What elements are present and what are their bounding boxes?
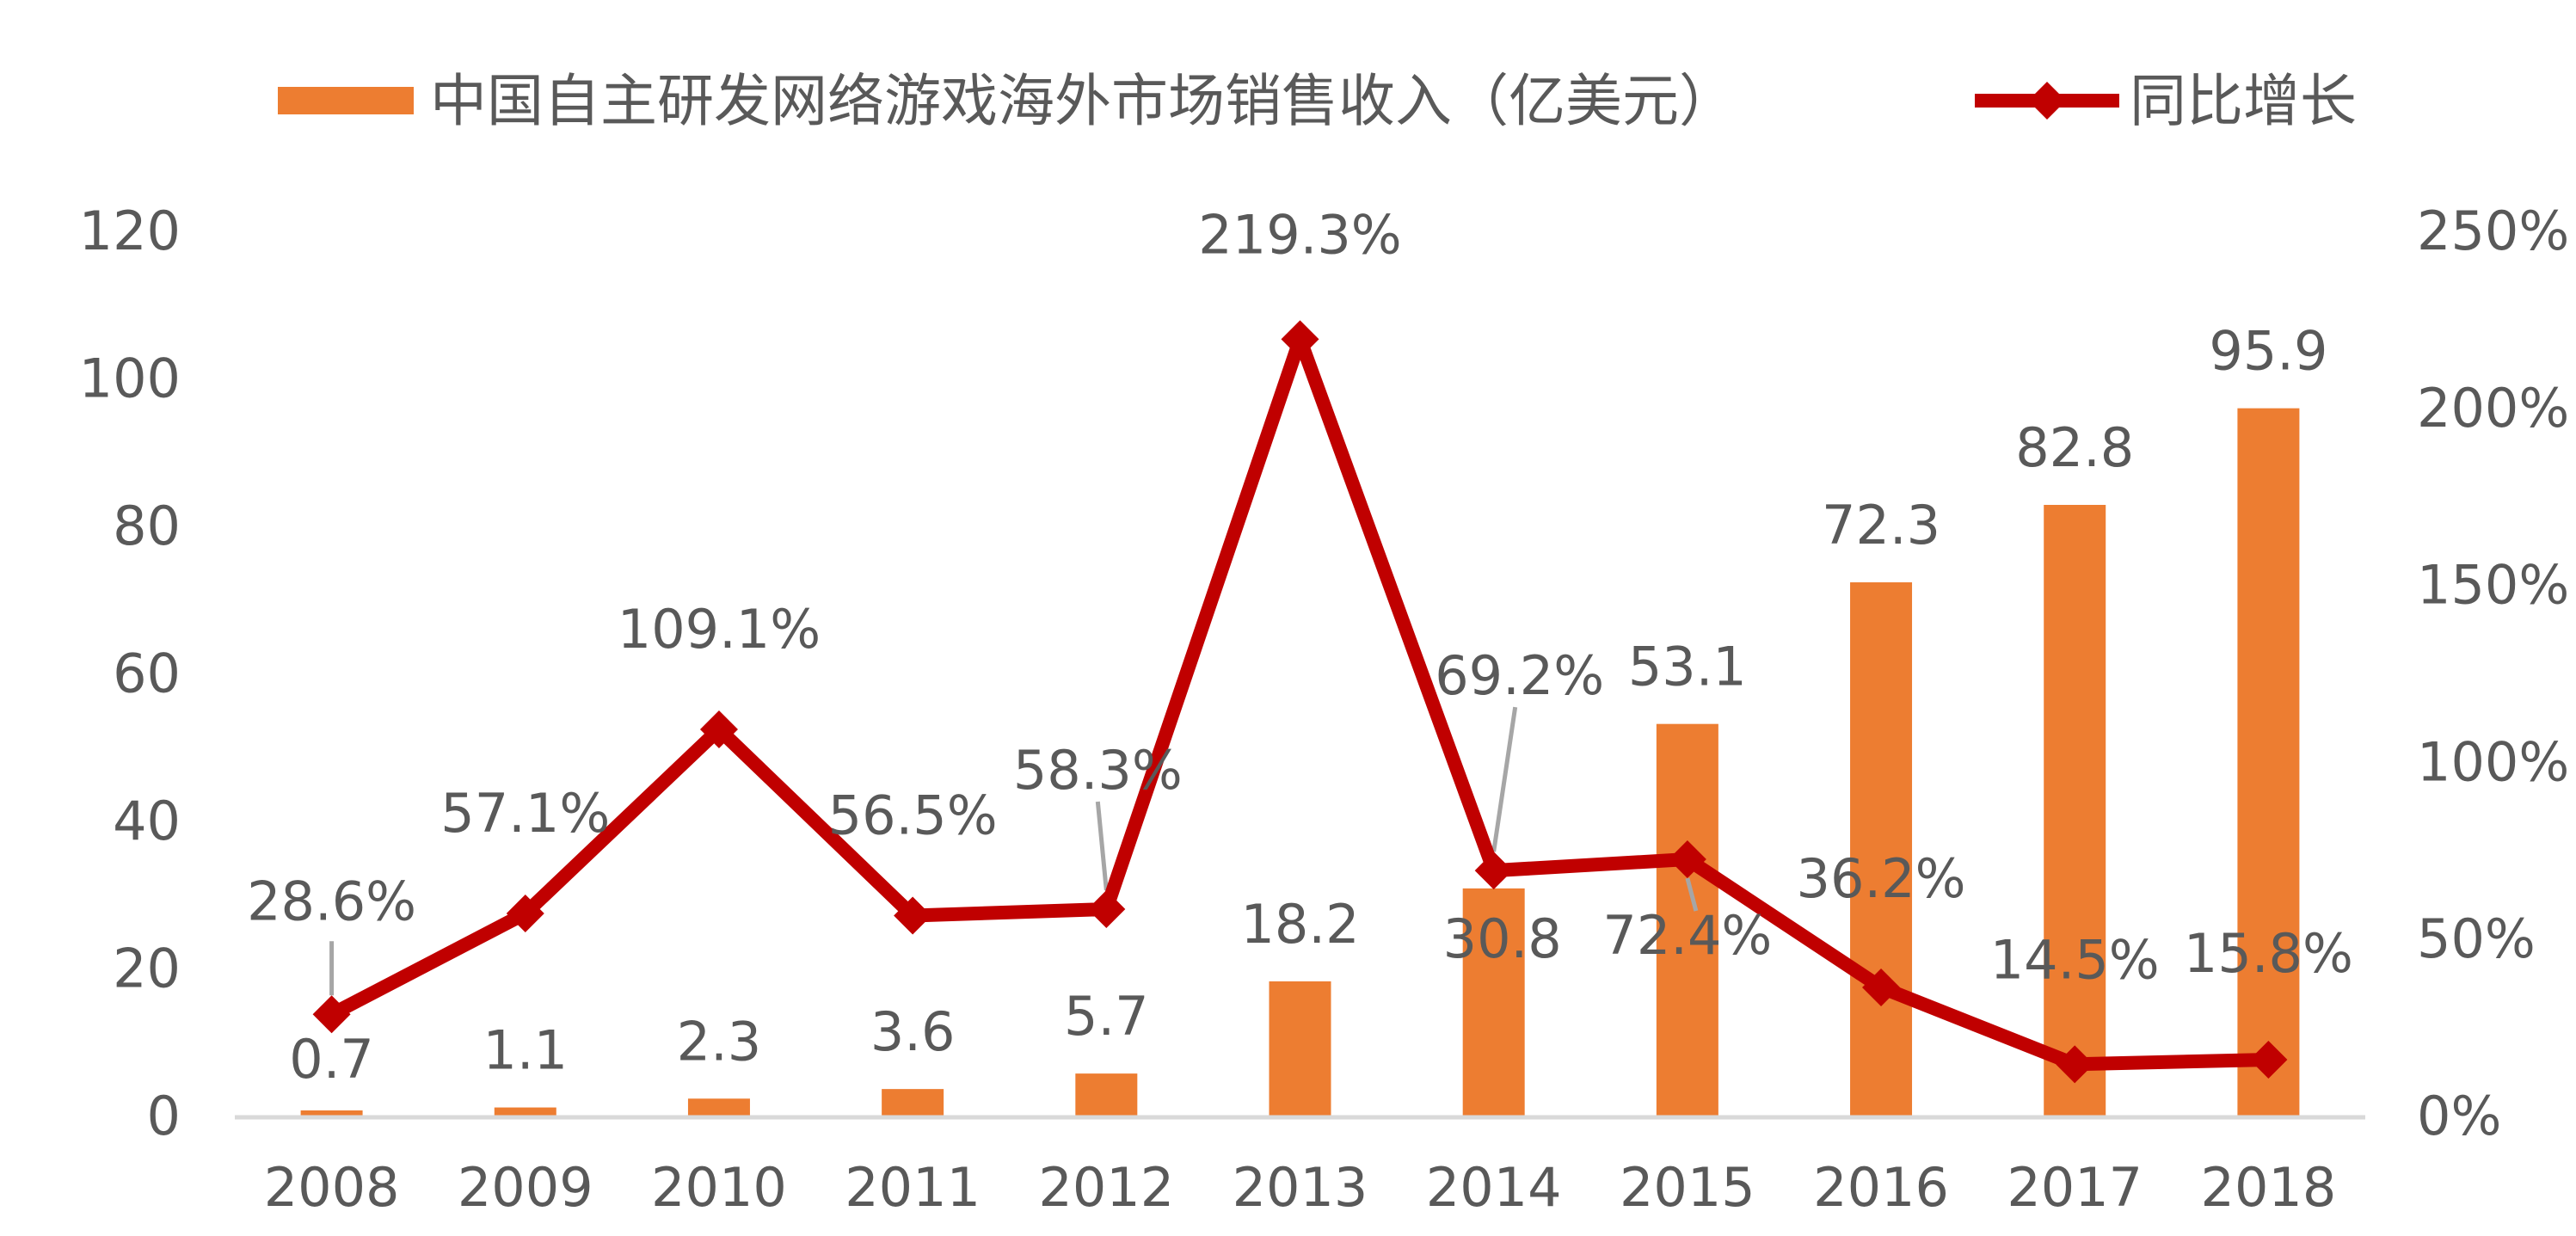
- line-data-label: 14.5%: [1990, 928, 2160, 991]
- y-axis-left: 0 20 40 60 80 100 120: [79, 200, 181, 1147]
- line-data-label: 57.1%: [440, 782, 610, 845]
- legend-swatch-diamond: [2028, 82, 2066, 120]
- y-left-tick-label: 80: [113, 495, 181, 557]
- growth-marker-2016: [1862, 969, 1901, 1007]
- y-left-tick-label: 120: [79, 200, 181, 262]
- label-leader-line: [1491, 706, 1518, 852]
- bar-data-label: 72.3: [1822, 494, 1940, 557]
- x-tick-label: 2016: [1813, 1156, 1949, 1219]
- line-data-label: 15.8%: [2184, 922, 2353, 985]
- bar-2017: [2044, 504, 2106, 1116]
- bar-data-label: 53.1: [1628, 636, 1747, 698]
- line-data-label: 72.4%: [1602, 904, 1772, 967]
- x-tick-label: 2017: [2007, 1156, 2143, 1219]
- x-tick-label: 2010: [651, 1156, 787, 1219]
- x-tick-label: 2015: [1620, 1156, 1755, 1219]
- line-data-label: 36.2%: [1797, 847, 1966, 910]
- line-data-label: 28.6%: [247, 870, 416, 932]
- bar-data-label: 0.7: [289, 1028, 374, 1091]
- bar-2008: [300, 1110, 363, 1116]
- x-tick-label: 2014: [1426, 1156, 1562, 1219]
- growth-marker-2012: [1087, 890, 1126, 929]
- label-leader-line: [1095, 801, 1109, 891]
- y-left-tick-label: 100: [79, 347, 181, 410]
- leader-lines: [329, 706, 1699, 996]
- y-left-tick-label: 20: [113, 938, 181, 1000]
- bar-data-label: 95.9: [2209, 320, 2327, 383]
- y-left-tick-label: 60: [113, 643, 181, 705]
- legend-swatch-bar: [278, 87, 414, 114]
- growth-marker-2017: [2056, 1045, 2094, 1084]
- bar-2013: [1269, 981, 1331, 1116]
- bar-2014: [1462, 888, 1525, 1116]
- bar-2012: [1075, 1073, 1138, 1116]
- bar-2016: [1850, 582, 1913, 1116]
- line-data-label: 219.3%: [1198, 203, 1401, 266]
- x-tick-label: 2008: [264, 1156, 400, 1219]
- x-tick-label: 2018: [2201, 1156, 2337, 1219]
- bar-2015: [1656, 723, 1718, 1116]
- bar-data-label: 82.8: [2015, 416, 2134, 479]
- x-tick-label: 2013: [1233, 1156, 1368, 1219]
- y-right-tick-label: 200%: [2417, 377, 2569, 440]
- growth-marker-2014: [1474, 852, 1513, 890]
- y-right-tick-label: 250%: [2417, 200, 2569, 262]
- bar-data-label: 1.1: [483, 1019, 568, 1082]
- line-data-label: 58.3%: [1013, 739, 1183, 802]
- x-tick-label: 2011: [845, 1156, 981, 1219]
- line-data-label: 69.2%: [1435, 644, 1604, 707]
- growth-marker-2018: [2249, 1040, 2288, 1079]
- y-right-tick-label: 150%: [2417, 554, 2569, 617]
- line-series: [312, 320, 2288, 1084]
- y-right-tick-label: 50%: [2417, 907, 2536, 970]
- y-right-tick-label: 100%: [2417, 730, 2569, 793]
- bar-2018: [2237, 408, 2300, 1116]
- growth-marker-2008: [312, 995, 351, 1034]
- bar-2011: [882, 1089, 944, 1116]
- line-data-label: 109.1%: [618, 598, 821, 661]
- bar-data-label: 18.2: [1240, 893, 1359, 956]
- line-data-labels: 28.6% 57.1% 109.1% 56.5%58.3% 219.3% 69.2% 72.…: [247, 203, 2353, 991]
- x-tick-label: 2012: [1038, 1156, 1174, 1219]
- line-data-label: 56.5%: [828, 784, 998, 846]
- growth-marker-2010: [699, 710, 738, 748]
- y-axis-right: 0% 50% 100% 150% 200% 250%: [2417, 200, 2569, 1147]
- growth-marker-2009: [506, 894, 544, 932]
- y-right-tick-label: 0%: [2417, 1085, 2501, 1147]
- bar-data-label: 30.8: [1443, 907, 1562, 970]
- bar-data-label: 2.3: [677, 1010, 762, 1073]
- bar-2009: [494, 1107, 556, 1116]
- y-left-tick-label: 0: [147, 1085, 181, 1147]
- bar-data-label: 3.6: [870, 1000, 956, 1063]
- growth-marker-2015: [1668, 840, 1706, 879]
- x-tick-label: 2009: [458, 1156, 593, 1219]
- bar-2010: [687, 1098, 750, 1116]
- label-leader-line: [1685, 877, 1699, 912]
- bar-data-label: 5.7: [1064, 985, 1149, 1048]
- growth-marker-2013: [1281, 320, 1319, 359]
- growth-marker-2011: [894, 896, 932, 935]
- x-axis: 2008 2009 2010 2011 2012 2013 2014 2015 2016 2017…: [264, 1156, 2337, 1219]
- legend: 中国自主研发网络游戏海外市场销售收入（亿美元） 同比增长: [278, 68, 2357, 134]
- bar-data-labels: 0.7 1.1 2.3 3.6 5.7 18.2 30.8 53.1 72.3 82.8 95.9: [289, 320, 2327, 1091]
- bar-series: [300, 408, 2300, 1116]
- y-left-tick-label: 40: [113, 790, 181, 852]
- legend-label-growth: 同比增长: [2130, 68, 2357, 134]
- legend-label-revenue: 中国自主研发网络游戏海外市场销售收入（亿美元）: [430, 68, 1736, 134]
